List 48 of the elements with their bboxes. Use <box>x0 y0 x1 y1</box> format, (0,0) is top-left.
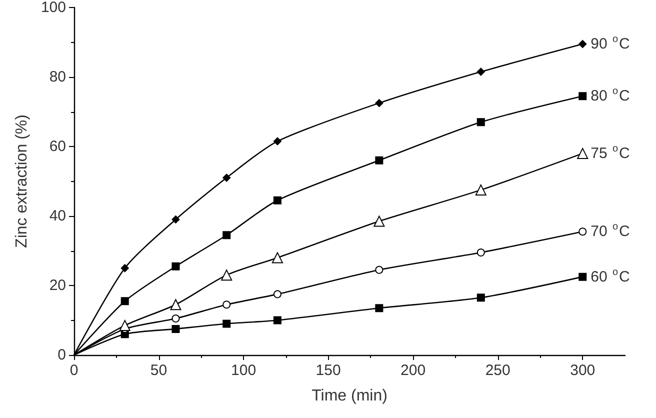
point <box>578 92 587 100</box>
point <box>172 314 180 323</box>
point <box>375 304 384 312</box>
point <box>374 216 385 227</box>
point <box>222 300 231 309</box>
point <box>375 99 384 108</box>
point <box>578 40 587 48</box>
point <box>475 184 486 196</box>
x-tick-label: 300 <box>570 362 596 379</box>
point <box>222 231 231 240</box>
point <box>273 196 282 204</box>
point <box>272 252 283 264</box>
point <box>476 248 485 256</box>
point <box>273 290 282 298</box>
point <box>120 297 129 306</box>
x-tick-label: 0 <box>70 362 78 379</box>
point <box>578 272 587 281</box>
x-tick-label: 150 <box>316 362 341 379</box>
x-tick-label: 250 <box>485 362 510 379</box>
y-axis-title: Zinc extraction (%) <box>14 114 31 248</box>
point <box>172 215 180 224</box>
point <box>476 68 485 76</box>
point <box>578 228 587 236</box>
point <box>476 294 485 302</box>
point <box>375 266 384 274</box>
point <box>222 174 231 182</box>
point <box>273 316 282 324</box>
point <box>222 320 231 328</box>
y-tick-label: 0 <box>58 346 66 364</box>
x-tick-label: 200 <box>400 362 426 379</box>
point <box>273 137 282 146</box>
point <box>476 118 485 126</box>
point <box>172 324 180 333</box>
y-tick-label: 60 <box>49 138 66 155</box>
y-tick-label: 20 <box>49 277 66 294</box>
y-tick-label: 80 <box>49 68 66 86</box>
point <box>119 320 130 331</box>
x-tick-label: 100 <box>231 362 256 379</box>
point <box>221 270 232 281</box>
x-tick-label: 50 <box>150 362 168 379</box>
point <box>375 156 384 164</box>
point <box>170 299 182 310</box>
point <box>120 264 129 272</box>
point <box>577 148 588 159</box>
point <box>172 262 180 270</box>
y-tick-label: 100 <box>40 0 66 16</box>
y-tick-label: 40 <box>49 208 66 224</box>
x-axis-title: Time (min) <box>312 388 388 404</box>
